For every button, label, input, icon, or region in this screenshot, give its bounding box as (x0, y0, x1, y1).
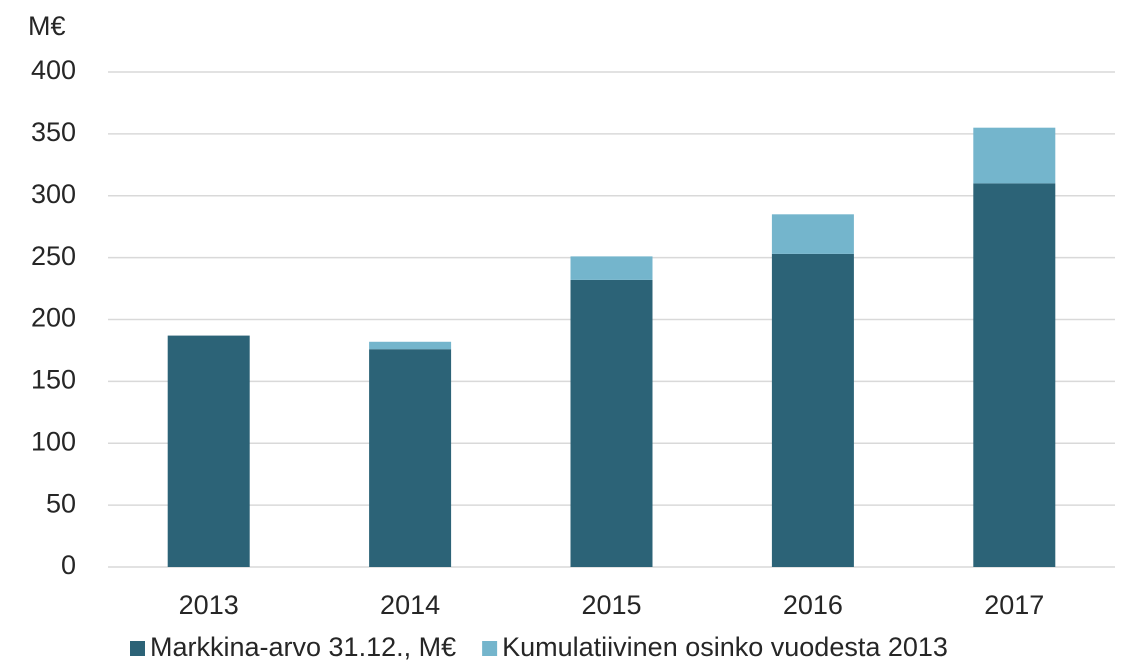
y-tick-label: 0 (61, 550, 76, 580)
y-tick-label: 50 (46, 488, 76, 518)
legend-label: Markkina-arvo 31.12., M€ (150, 632, 456, 662)
legend-swatch (130, 641, 145, 656)
y-tick-label: 250 (31, 241, 76, 271)
y-tick-label: 100 (31, 426, 76, 456)
x-tick-label: 2016 (783, 590, 843, 620)
bar-segment (369, 341, 452, 350)
x-tick-label: 2013 (179, 590, 239, 620)
legend-label: Kumulatiivinen osinko vuodesta 2013 (502, 632, 948, 662)
bar-segment (973, 183, 1056, 567)
bar-segment (570, 256, 653, 280)
x-tick-label: 2014 (380, 590, 440, 620)
x-tick-label: 2017 (984, 590, 1044, 620)
y-tick-label: 400 (31, 55, 76, 85)
bar-segment (771, 253, 854, 567)
bar-segment (771, 214, 854, 254)
y-tick-label: 300 (31, 179, 76, 209)
y-tick-label: 150 (31, 365, 76, 395)
bar-segment (369, 349, 452, 567)
x-tick-label: 2015 (581, 590, 641, 620)
bar-segment (973, 127, 1056, 184)
bar-segment (167, 335, 250, 567)
legend-swatch (482, 641, 498, 656)
y-tick-label: 200 (31, 303, 76, 333)
bar-segment (570, 279, 653, 567)
y-axis-unit: M€ (28, 11, 66, 41)
y-tick-label: 350 (31, 117, 76, 147)
